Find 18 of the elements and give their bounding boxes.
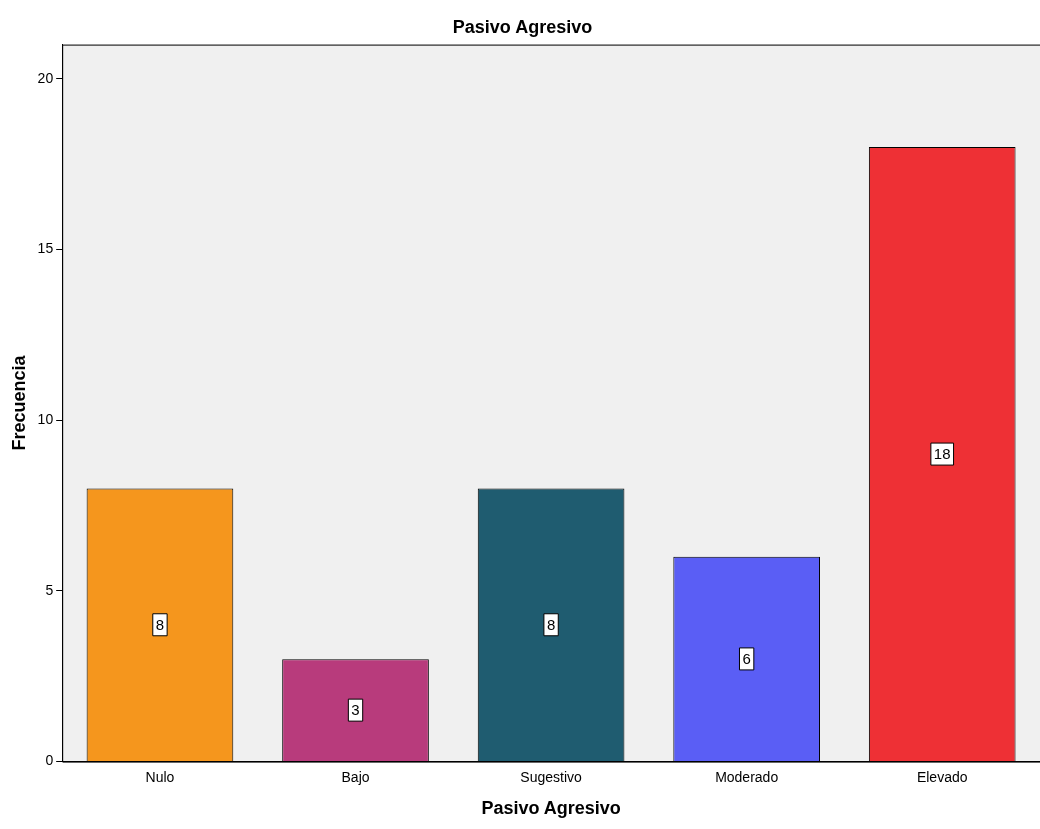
- x-tick-label: Elevado: [916, 768, 968, 785]
- data-label: 8: [546, 615, 556, 633]
- data-label: 18: [933, 445, 951, 463]
- x-axis-title: Pasivo Agresivo: [481, 798, 621, 819]
- y-tick-label: 5: [45, 581, 54, 598]
- y-tick-label: 10: [37, 411, 54, 428]
- x-tick-label: Nulo: [145, 768, 175, 785]
- x-tick-label: Bajo: [341, 768, 370, 785]
- y-tick-label: 20: [37, 69, 54, 86]
- data-label: 6: [742, 650, 751, 668]
- x-tick-label: Sugestivo: [520, 768, 583, 785]
- chart-title: Pasivo Agresivo: [452, 16, 593, 37]
- y-tick-label: 0: [45, 752, 54, 769]
- data-label: 8: [155, 615, 165, 633]
- x-tick-label: Moderado: [715, 768, 779, 785]
- y-axis-title: Frecuencia: [8, 354, 29, 451]
- y-tick-label: 15: [37, 240, 54, 257]
- data-label: 3: [351, 701, 360, 719]
